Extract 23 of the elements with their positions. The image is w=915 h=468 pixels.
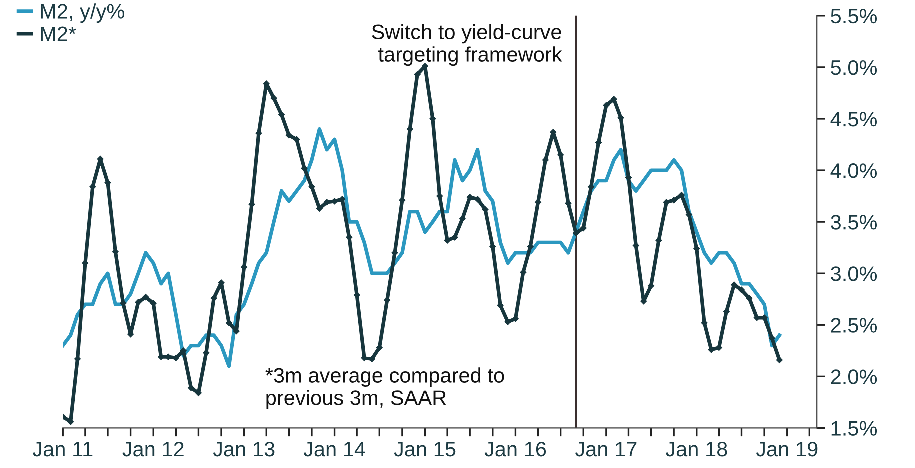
y-tick-label: 3.0% [831, 266, 878, 282]
x-tick-label: Jan 15 [394, 442, 456, 457]
annotation: Switch to yield-curve targeting framework [372, 24, 562, 66]
y-tick-label: 3.5% [831, 215, 878, 230]
y-tick-label: 2.5% [831, 318, 878, 333]
y-tick-label: 5.5% [831, 9, 878, 24]
legend-label: M2* [41, 26, 76, 42]
legend-label: M2, y/y% [41, 4, 124, 24]
annotation: *3m average compared to previous 3m, SAAR [266, 368, 504, 410]
y-tick-label: 5.0% [831, 60, 878, 76]
x-tick-label: Jan 14 [304, 442, 366, 457]
x-tick-label: Jan 17 [575, 442, 637, 457]
x-tick-label: Jan 13 [213, 442, 275, 457]
line-series [63, 127, 782, 368]
y-tick-label: 2.0% [831, 370, 878, 384]
x-tick-label: Jan 19 [756, 442, 818, 457]
x-tick-label: Jan 11 [32, 442, 93, 457]
x-tick-label: Jan 18 [666, 442, 728, 457]
x-tick-label: Jan 16 [484, 442, 546, 457]
x-tick-label: Jan 12 [122, 442, 184, 457]
y-tick-label: 4.5% [830, 112, 878, 127]
y-tick-label: 4.0% [830, 164, 878, 178]
y-tick-label: 1.5% [832, 421, 878, 436]
